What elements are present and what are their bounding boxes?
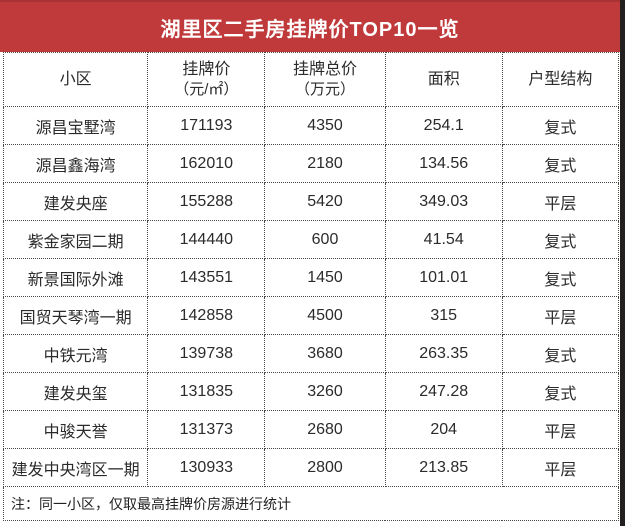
header-label: 挂牌价 [182,60,231,78]
price-table: 小区 挂牌价 （元/㎡） 挂牌总价 （万元） 面积 户型结构 源昌宝墅湾 171193 4350… [2,52,620,521]
community-name-cell: 紫金家园二期 [2,220,149,259]
unit-price-cell: 130933 [147,448,266,487]
total-price-cell: 4500 [264,296,386,335]
table-row: 建发央座 155288 5420 349.03 平层 [2,182,620,221]
header-cell-3: 面积 [384,52,503,107]
table-row: 新景国际外滩 143551 1450 101.01 复式 [2,258,620,297]
unit-price-cell: 155288 [147,182,266,221]
community-name-cell: 源昌宝墅湾 [2,106,149,145]
total-price-cell: 3680 [264,334,386,373]
table-body: 源昌宝墅湾 171193 4350 254.1 复式 源昌鑫海湾 162010 2180 134… [2,106,620,487]
community-name-cell: 建发中央湾区一期 [2,448,149,487]
table-row: 国贸天琴湾一期 142858 4500 315 平层 [2,296,620,335]
total-price-cell: 2680 [264,410,386,449]
community-name-cell: 国贸天琴湾一期 [2,296,149,335]
layout-type-cell: 复式 [501,220,620,259]
table-header-row: 小区 挂牌价 （元/㎡） 挂牌总价 （万元） 面积 户型结构 [2,52,620,107]
layout-type-cell: 平层 [501,182,620,221]
area-cell: 101.01 [384,258,503,297]
total-price-cell: 4350 [264,106,386,145]
title-banner: 湖里区二手房挂牌价TOP10一览 [0,0,620,52]
area-cell: 213.85 [384,448,503,487]
note-row: 注：同一小区，仅取最高挂牌价房源进行统计 [3,486,619,521]
header-cell-0: 小区 [2,52,149,107]
unit-price-cell: 162010 [147,144,266,183]
unit-price-cell: 131373 [147,410,266,449]
table-header: 小区 挂牌价 （元/㎡） 挂牌总价 （万元） 面积 户型结构 [2,52,620,107]
table-row: 紫金家园二期 144440 600 41.54 复式 [2,220,620,259]
table-row: 中骏天誉 131373 2680 204 平层 [2,410,620,449]
layout-type-cell: 复式 [501,258,620,297]
header-label: 面积 [427,70,460,88]
area-cell: 247.28 [384,372,503,411]
total-price-cell: 2180 [264,144,386,183]
unit-price-cell: 171193 [147,106,266,145]
table-row: 建发央玺 131835 3260 247.28 复式 [2,372,620,411]
community-name-cell: 建发央玺 [2,372,149,411]
table-wrap: 小区 挂牌价 （元/㎡） 挂牌总价 （万元） 面积 户型结构 源昌宝墅湾 171193 4350… [2,52,620,521]
unit-price-cell: 139738 [147,334,266,373]
unit-price-cell: 144440 [147,220,266,259]
table-footer: 注：同一小区，仅取最高挂牌价房源进行统计 [3,486,619,521]
area-cell: 204 [384,410,503,449]
header-label: 挂牌总价 [293,60,358,78]
community-name-cell: 源昌鑫海湾 [2,144,149,183]
unit-price-cell: 143551 [147,258,266,297]
area-cell: 134.56 [384,144,503,183]
header-label: 户型结构 [528,70,593,88]
total-price-cell: 1450 [264,258,386,297]
unit-price-cell: 142858 [147,296,266,335]
layout-type-cell: 复式 [501,334,620,373]
community-name-cell: 中骏天誉 [2,410,149,449]
page-title: 湖里区二手房挂牌价TOP10一览 [160,18,460,41]
unit-price-cell: 131835 [147,372,266,411]
layout-type-cell: 平层 [501,410,620,449]
total-price-cell: 600 [264,220,386,259]
total-price-cell: 2800 [264,448,386,487]
area-cell: 41.54 [384,220,503,259]
community-name-cell: 新景国际外滩 [2,258,149,297]
header-cell-4: 户型结构 [501,52,620,107]
header-unit-label: （元/㎡） [174,81,239,99]
layout-type-cell: 复式 [501,372,620,411]
layout-type-cell: 复式 [501,106,620,145]
header-unit-label: （万元） [295,81,356,99]
area-cell: 315 [384,296,503,335]
layout-type-cell: 平层 [501,296,620,335]
area-cell: 349.03 [384,182,503,221]
note-text: 注：同一小区，仅取最高挂牌价房源进行统计 [3,486,619,521]
area-cell: 254.1 [384,106,503,145]
table-row: 建发中央湾区一期 130933 2800 213.85 平层 [2,448,620,487]
header-label: 小区 [59,70,92,88]
total-price-cell: 3260 [264,372,386,411]
header-cell-2: 挂牌总价 （万元） [264,52,386,107]
right-edge-strip [620,0,625,526]
area-cell: 263.35 [384,334,503,373]
layout-type-cell: 平层 [501,448,620,487]
layout-type-cell: 复式 [501,144,620,183]
community-name-cell: 中铁元湾 [2,334,149,373]
table-row: 源昌宝墅湾 171193 4350 254.1 复式 [2,106,620,145]
community-name-cell: 建发央座 [2,182,149,221]
total-price-cell: 5420 [264,182,386,221]
header-cell-1: 挂牌价 （元/㎡） [147,52,266,107]
table-row: 源昌鑫海湾 162010 2180 134.56 复式 [2,144,620,183]
table-row: 中铁元湾 139738 3680 263.35 复式 [2,334,620,373]
